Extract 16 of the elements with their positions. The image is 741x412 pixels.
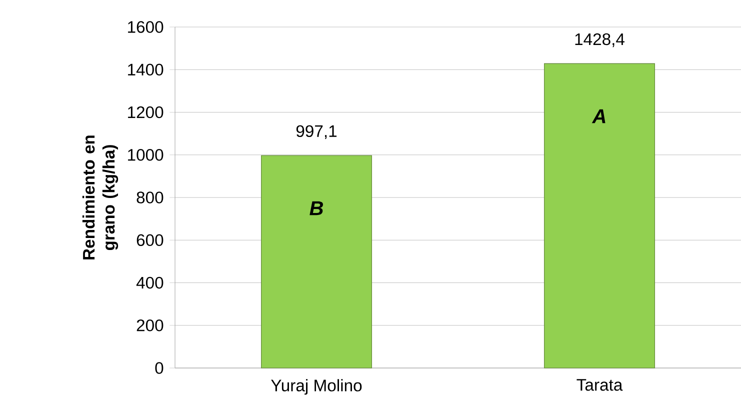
- y-tick-label: 0: [155, 362, 164, 374]
- y-tick-label: 600: [136, 234, 164, 246]
- y-tick-label: 200: [136, 319, 164, 332]
- y-axis-title: Rendimiento en grano (kg/ha): [82, 136, 118, 260]
- annotation: A: [592, 109, 606, 124]
- y-tick-label: 1400: [128, 64, 164, 76]
- annotation: B: [310, 201, 323, 216]
- y-tick-label: 800: [136, 192, 164, 204]
- y-tick-label: 1200: [128, 106, 164, 118]
- x-tick-label: Yuraj Molino: [271, 379, 362, 395]
- data-label: 997,1: [296, 125, 337, 140]
- x-tick-label: Tarata: [576, 379, 623, 391]
- y-tick-label: 1000: [128, 148, 164, 161]
- data-label: 1428,4: [575, 33, 624, 48]
- y-tick-label: 1600: [128, 21, 164, 33]
- y-tick-label: 400: [136, 276, 164, 289]
